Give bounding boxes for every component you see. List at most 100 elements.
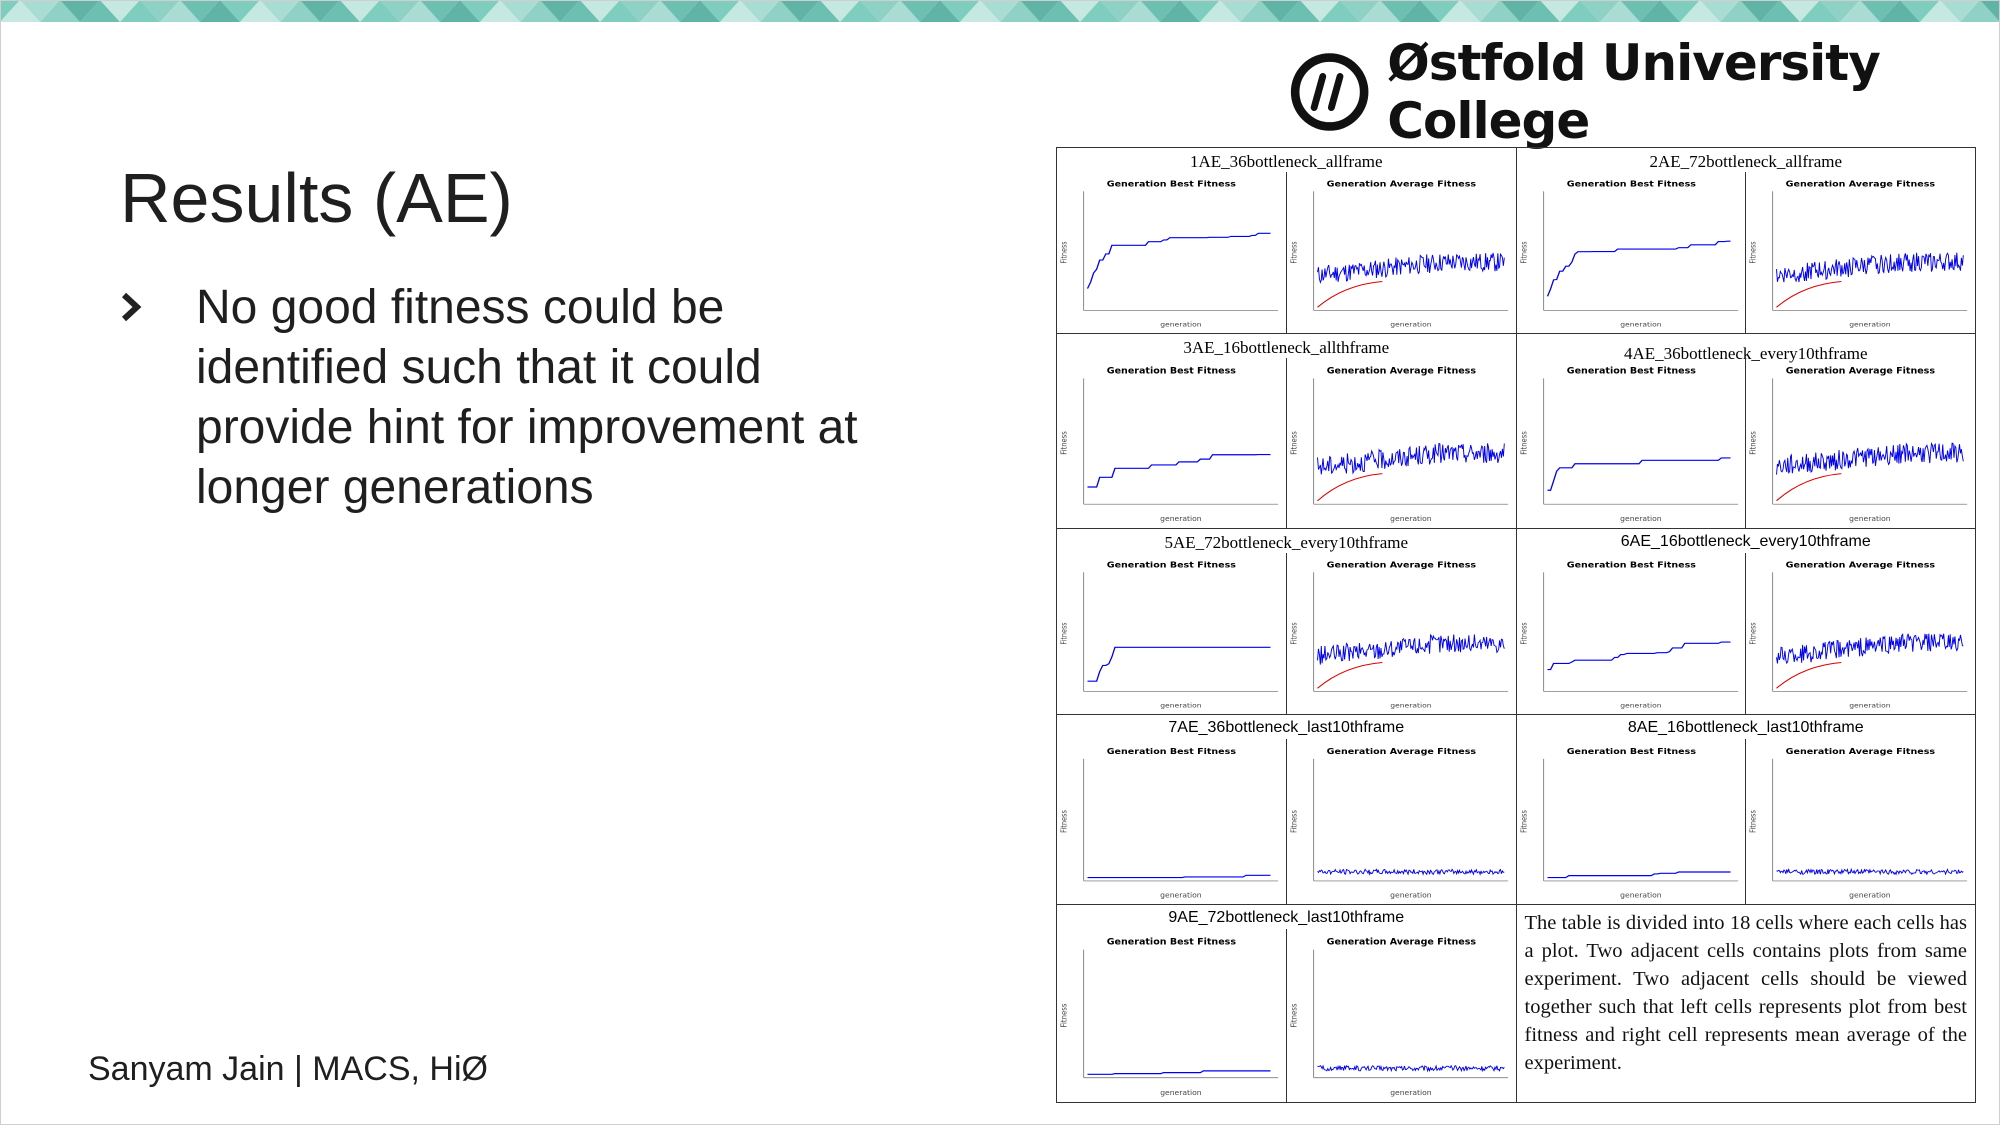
banner-triangle (1100, 0, 1140, 22)
banner-triangle (1440, 0, 1480, 22)
plot-pair: Generation Best Fitness generation Fitness… (1057, 172, 1516, 333)
banner-triangle (1560, 0, 1600, 22)
banner-triangle (1660, 0, 1700, 22)
x-axis-label: generation (1390, 1088, 1431, 1097)
banner-triangle (1060, 0, 1100, 22)
banner-triangle (640, 0, 680, 22)
average-fitness-plot: Generation Average Fitness generation Fitn… (1289, 938, 1508, 1097)
y-axis-label: Fitness (1289, 622, 1299, 645)
banner-triangle (1920, 0, 1960, 22)
banner-triangle (1640, 0, 1680, 22)
average-fitness-plot: Generation Average Fitness generation Fitn… (1748, 367, 1968, 523)
experiment-title: 8AE_16bottleneck_last10thframe (1627, 719, 1864, 736)
banner-triangle (1500, 0, 1540, 22)
footer-author: Sanyam Jain | MACS, HiØ (88, 1050, 488, 1088)
bullet-item: No good fitness could be identified such… (120, 278, 860, 518)
plot-title: Generation Average Fitness (1326, 938, 1475, 948)
banner-triangle (320, 0, 360, 22)
experiment-title: 6AE_16bottleneck_every10thframe (1620, 533, 1871, 550)
x-axis-label: generation (1160, 515, 1201, 523)
best-fitness-line (1087, 646, 1271, 682)
x-axis-label: generation (1620, 515, 1661, 523)
plot-divider (1285, 739, 1287, 904)
banner-triangle (800, 0, 840, 22)
best-fitness-plot: Generation Best Fitness generation Fitness (1059, 747, 1279, 899)
bullet-list: No good fitness could be identified such… (120, 278, 860, 518)
plot-title: Generation Average Fitness (1786, 180, 1935, 189)
banner-triangle (1480, 0, 1520, 22)
average-fitness-line (1316, 442, 1505, 475)
banner-triangle (200, 0, 240, 22)
banner-triangle (1220, 0, 1260, 22)
banner-triangle (220, 0, 260, 22)
plot-divider (1745, 739, 1747, 904)
banner-triangle (240, 0, 280, 22)
table-cell: 2AE_72bottleneck_allframe Generation Best… (1515, 147, 1976, 334)
x-axis-label: generation (1390, 320, 1431, 328)
y-axis-label: Fitness (1748, 431, 1757, 455)
banner-triangle (1900, 0, 1940, 22)
fit-curve (1776, 661, 1842, 689)
banner-triangle (560, 0, 600, 22)
college-logo-icon (1290, 53, 1369, 131)
average-fitness-line (1316, 868, 1505, 876)
plot-pair: Generation Best Fitness generation Fitness… (1057, 929, 1516, 1102)
banner-triangle (120, 0, 160, 22)
average-fitness-line (1776, 441, 1965, 475)
description-cell: The table is divided into 18 cells where… (1515, 904, 1976, 1103)
x-axis-label: generation (1160, 320, 1201, 328)
banner-triangle (100, 0, 140, 22)
banner-triangle (1400, 0, 1440, 22)
banner-triangle (1040, 0, 1080, 22)
banner-triangle (860, 0, 900, 22)
best-fitness-plot: Generation Best Fitness generation Fitness (1059, 367, 1279, 523)
table-cell: 6AE_16bottleneck_every10thframe Generatio… (1515, 528, 1976, 715)
x-axis-label: generation (1620, 701, 1661, 709)
banner-triangle (1340, 0, 1380, 22)
banner-triangle (80, 0, 120, 22)
banner-triangle (1200, 0, 1240, 22)
banner-triangle (1840, 0, 1880, 22)
banner-triangle (440, 0, 480, 22)
plot-divider (1745, 358, 1747, 528)
banner-triangle (1860, 0, 1900, 22)
chevron-right-icon (120, 278, 196, 518)
banner-triangle (1020, 0, 1060, 22)
y-axis-label: Fitness (1518, 241, 1528, 264)
table-cell: 3AE_16bottleneck_allthframe Generation Be… (1056, 333, 1517, 529)
banner-triangle (1120, 0, 1160, 22)
banner-triangle (900, 0, 940, 22)
plot-title: Generation Best Fitness (1107, 938, 1236, 948)
plot-title: Generation Average Fitness (1326, 367, 1475, 376)
y-axis-label: Fitness (1059, 622, 1069, 645)
banner-triangle (460, 0, 500, 22)
banner-triangle (1160, 0, 1200, 22)
plot-divider (1285, 929, 1287, 1102)
plot-title: Generation Best Fitness (1566, 561, 1695, 570)
x-axis-label: generation (1849, 701, 1890, 709)
banner-triangle (780, 0, 820, 22)
banner-triangle (40, 0, 80, 22)
plot-title: Generation Best Fitness (1107, 561, 1236, 570)
average-fitness-plot: Generation Average Fitness generation Fitn… (1748, 747, 1968, 899)
fit-curve (1316, 280, 1383, 308)
best-fitness-line (1546, 240, 1730, 297)
experiment-title: 4AE_36bottleneck_every10thframe (1623, 344, 1868, 363)
banner-triangle (1180, 0, 1220, 22)
banner-triangle (1360, 0, 1400, 22)
banner-triangle (1700, 0, 1740, 22)
table-cell: 4AE_36bottleneck_every10thframe Generatio… (1515, 333, 1976, 529)
best-fitness-line (1087, 1070, 1271, 1075)
y-axis-label: Fitness (1748, 622, 1758, 645)
college-logo: Østfold University College (1290, 34, 2000, 150)
plot-divider (1745, 172, 1747, 333)
banner-triangle (660, 0, 700, 22)
table-cell: 5AE_72bottleneck_every10thframe Generatio… (1056, 528, 1517, 715)
experiment-title: 1AE_36bottleneck_allframe (1189, 152, 1383, 171)
banner-triangle (840, 0, 880, 22)
average-fitness-plot: Generation Average Fitness generation Fitn… (1289, 180, 1508, 328)
plot-title: Generation Best Fitness (1107, 367, 1236, 376)
banner-triangle (300, 0, 340, 22)
banner-triangle (1780, 0, 1820, 22)
